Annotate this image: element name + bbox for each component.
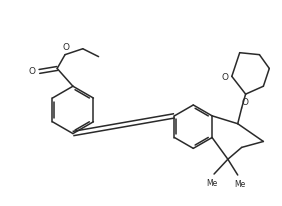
Text: O: O xyxy=(28,67,36,76)
Text: O: O xyxy=(241,98,248,107)
Text: Me: Me xyxy=(234,180,245,189)
Text: Me: Me xyxy=(206,179,218,188)
Text: O: O xyxy=(222,73,229,82)
Text: O: O xyxy=(63,43,70,52)
